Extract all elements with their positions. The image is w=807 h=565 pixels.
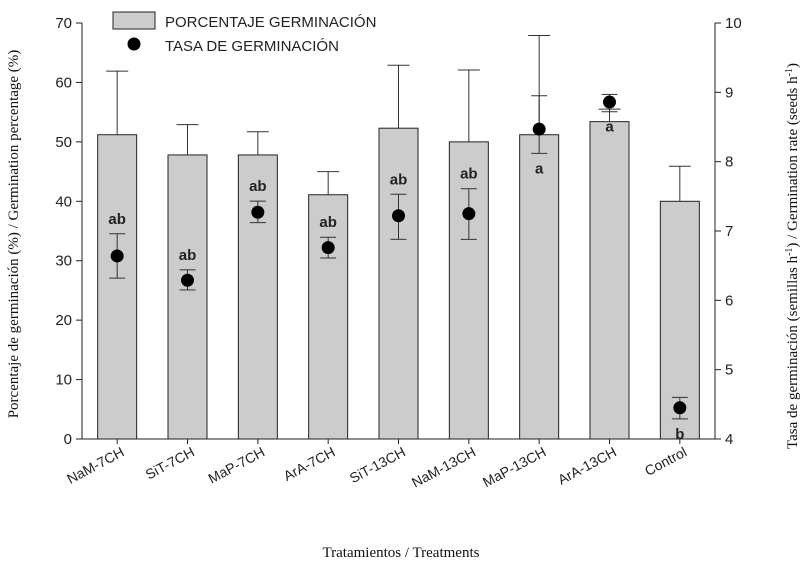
- legend-bars-label: PORCENTAJE GERMINACIÓN: [165, 14, 376, 31]
- legend-bar-swatch: [112, 11, 156, 30]
- bar-NaM-7CH: [97, 134, 138, 440]
- sig-label-Control: b: [675, 426, 684, 443]
- sig-label-SiT-7CH: ab: [179, 247, 197, 264]
- x-axis-title: Tratamientos / Treatments: [323, 545, 480, 561]
- y-right-tick-label-6: 6: [725, 292, 733, 309]
- y-right-tick-label-8: 8: [725, 154, 733, 171]
- x-tick-label-SiT-7CH: SiT-7CH: [143, 444, 197, 483]
- bar-NaM-13CH: [448, 141, 489, 440]
- legend-points-label: TASA DE GERMINACIÓN: [165, 38, 339, 55]
- x-tick-label-SiT-13CH: SiT-13CH: [347, 444, 408, 487]
- y-left-tick-label-70: 70: [55, 15, 72, 32]
- point-SiT-13CH: [392, 209, 405, 223]
- bar-ArA-7CH: [308, 194, 349, 440]
- point-MaP-7CH: [251, 205, 265, 219]
- y-axis-left-title: Porcentaje de germinación (%) / Germinat…: [6, 50, 22, 419]
- x-tick-label-ArA-7CH: ArA-7CH: [281, 444, 338, 484]
- sig-label-NaM-7CH: ab: [108, 211, 126, 228]
- y-left-tick-label-40: 40: [55, 193, 72, 210]
- sig-label-MaP-7CH: ab: [249, 178, 267, 195]
- sig-label-MaP-13CH: a: [535, 160, 544, 177]
- x-tick-label-NaM-7CH: NaM-7CH: [64, 444, 126, 487]
- legend: PORCENTAJE GERMINACIÓN TASA DE GERMINACI…: [112, 11, 376, 55]
- x-tick-label-Control: Control: [642, 444, 689, 479]
- y-axis-right-title-part2: ) / Germination rate (seeds h: [785, 76, 801, 248]
- x-tick-label-NaM-13CH: NaM-13CH: [409, 444, 478, 491]
- y-axis-right-title: Tasa de germinación (semillas h-1) / Ger…: [784, 63, 802, 449]
- point-NaM-7CH: [110, 249, 124, 263]
- x-tick-label-ArA-13CH: ArA-13CH: [555, 444, 619, 488]
- sig-label-SiT-13CH: ab: [390, 171, 408, 188]
- bar-ArA-13CH: [589, 121, 630, 440]
- legend-point-swatch: [127, 37, 141, 51]
- y-axis-right-title-part3: ): [785, 63, 801, 68]
- point-SiT-7CH: [181, 273, 194, 287]
- sig-label-NaM-13CH: ab: [460, 166, 478, 183]
- y-left-tick-label-50: 50: [55, 134, 72, 151]
- sig-label-ArA-7CH: ab: [319, 214, 337, 231]
- y-left-tick-label-10: 10: [55, 372, 72, 389]
- point-MaP-13CH: [532, 122, 546, 136]
- y-right-tick-label-5: 5: [725, 362, 733, 379]
- y-left-tick-label-60: 60: [55, 74, 72, 91]
- point-NaM-13CH: [462, 207, 476, 221]
- x-tick-label-MaP-7CH: MaP-7CH: [205, 444, 267, 487]
- y-axis-right-title-sup1: -1: [784, 248, 795, 256]
- y-axis-right-title-part1: Tasa de germinación (semillas h: [785, 255, 801, 449]
- y-left-tick-label-20: 20: [55, 312, 72, 329]
- y-right-tick-label-9: 9: [725, 84, 733, 101]
- x-tick-label-MaP-13CH: MaP-13CH: [480, 444, 549, 491]
- y-right-tick-label-4: 4: [725, 431, 733, 448]
- y-right-tick-label-10: 10: [725, 15, 742, 32]
- y-axis-right-title-sup2: -1: [784, 68, 795, 76]
- bar-SiT-13CH: [378, 127, 419, 440]
- bar-MaP-7CH: [237, 154, 278, 440]
- sig-label-ArA-13CH: a: [605, 119, 614, 136]
- bar-SiT-7CH: [167, 154, 208, 440]
- y-left-tick-label-30: 30: [55, 253, 72, 270]
- point-ArA-7CH: [321, 241, 335, 255]
- y-right-tick-label-7: 7: [725, 223, 733, 240]
- y-left-tick-label-0: 0: [64, 431, 72, 448]
- point-ArA-13CH: [603, 95, 616, 109]
- bar-MaP-13CH: [519, 134, 560, 440]
- point-Control: [673, 401, 687, 415]
